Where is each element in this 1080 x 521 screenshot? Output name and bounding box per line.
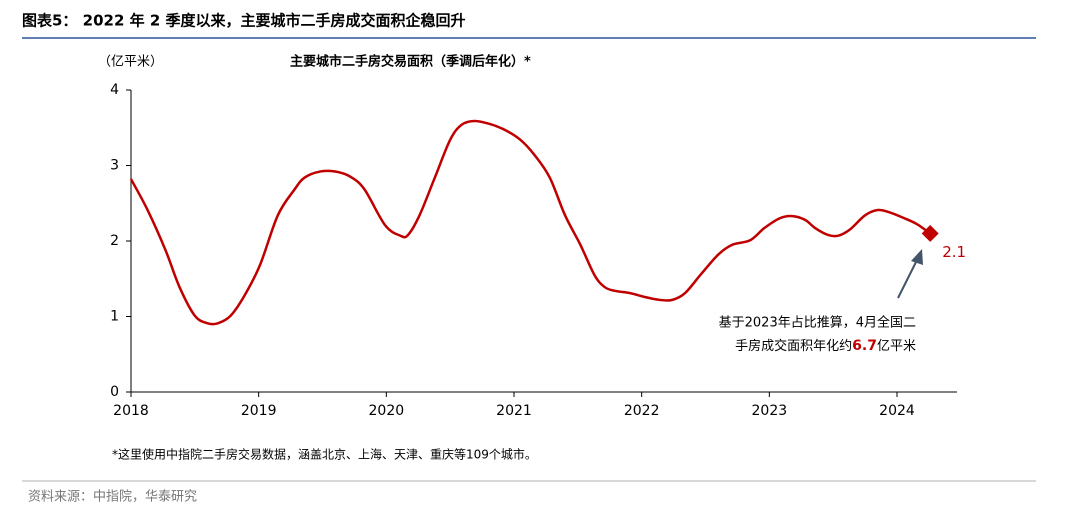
y-tick-label: 0 xyxy=(110,384,119,400)
y-tick-label: 3 xyxy=(110,158,119,174)
x-tick-label: 2021 xyxy=(496,403,532,419)
header-title: 图表5： 2022 年 2 季度以来，主要城市二手房成交面积企稳回升 xyxy=(22,12,466,30)
x-tick-label: 2018 xyxy=(113,403,149,419)
data-line xyxy=(129,119,931,326)
annotation-text: 亿平米 xyxy=(877,339,916,354)
end-marker xyxy=(921,224,939,242)
source: 资料来源：中指院，华泰研究 xyxy=(28,490,197,505)
annotation-line2: 手房成交面积年化约6.7亿平米 xyxy=(735,338,916,355)
y-tick-label: 4 xyxy=(110,82,119,98)
annotation-highlight: 6.7 xyxy=(852,338,877,354)
arrow-head xyxy=(911,249,923,265)
end-value-label: 2.1 xyxy=(942,243,966,261)
y-axis-label: （亿平米） xyxy=(98,55,163,70)
y-tick-label: 1 xyxy=(110,309,119,325)
y-tick-label: 2 xyxy=(110,233,119,249)
x-tick-label: 2022 xyxy=(624,403,660,419)
chart-title: 主要城市二手房交易面积（季调后年化）* xyxy=(290,54,531,70)
arrow-shaft xyxy=(897,257,919,299)
x-tick-label: 2023 xyxy=(752,403,788,419)
x-tick-label: 2020 xyxy=(369,403,405,419)
annotation-line1: 基于2023年占比推算，4月全国二 xyxy=(719,315,916,331)
footnote: *这里使用中指院二手房交易数据，涵盖北京、上海、天津、重庆等109个城市。 xyxy=(112,447,537,462)
x-tick-label: 2019 xyxy=(241,403,277,419)
annotation-text: 手房成交面积年化约 xyxy=(735,338,852,354)
x-tick-label: 2024 xyxy=(879,403,915,419)
